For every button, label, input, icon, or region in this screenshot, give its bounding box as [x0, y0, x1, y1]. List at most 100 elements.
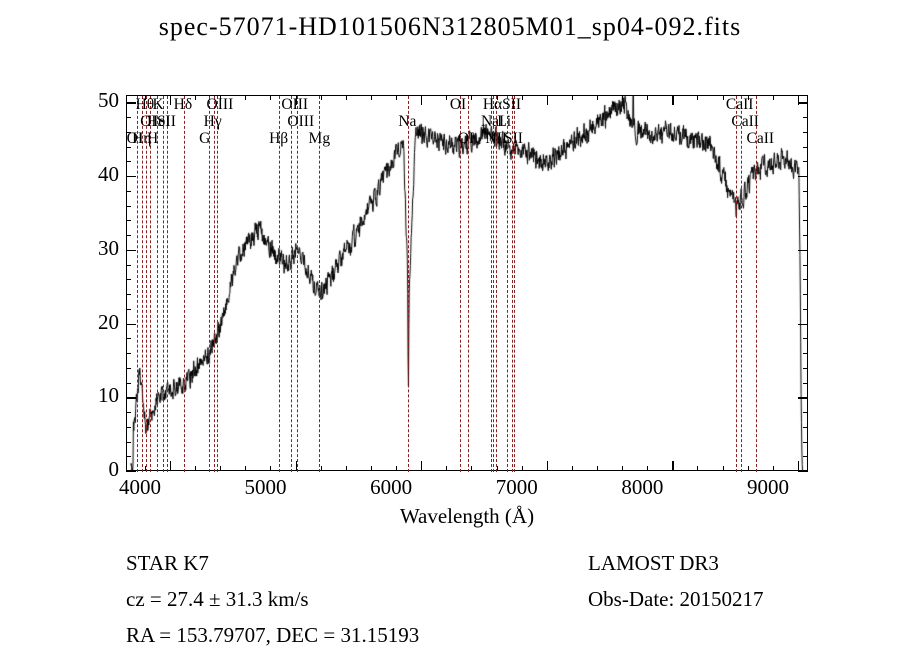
x-tick-label-4000: 4000	[110, 475, 170, 500]
dashed-marker-4101	[184, 96, 185, 472]
y-tick-mark-right	[803, 220, 808, 221]
dashed-marker-6731	[514, 96, 515, 472]
y-tick-mark-right	[803, 117, 808, 118]
x-tick-mark	[547, 461, 548, 471]
dashed-marker-3933	[163, 96, 164, 472]
y-tick-label-50: 50	[75, 88, 119, 113]
y-tick-mark-right	[803, 235, 808, 236]
y-tick-mark-right	[803, 383, 808, 384]
y-tick-mark-right	[798, 324, 808, 325]
y-tick-mark-right	[803, 191, 808, 192]
line-label-sii-3968: SII	[157, 113, 176, 131]
dashed-marker-5007	[297, 96, 298, 472]
x-tick-mark	[748, 466, 749, 471]
x-tick-mark	[647, 466, 648, 471]
survey-name-label: LAMOST DR3	[588, 545, 764, 581]
dashed-marker-6584	[496, 96, 497, 472]
y-tick-mark	[126, 338, 131, 339]
line-label-oi-6300: OI	[450, 96, 466, 114]
y-tick-mark	[126, 353, 131, 354]
x-tick-mark-top	[647, 95, 648, 100]
y-tick-label-10: 10	[75, 383, 119, 408]
x-tick-mark	[321, 466, 322, 471]
y-tick-mark	[126, 235, 131, 236]
star-type-label: STAR K7	[126, 545, 419, 581]
x-tick-mark	[421, 461, 422, 471]
x-tick-mark	[270, 466, 271, 471]
dashed-marker-8662	[756, 96, 757, 472]
y-tick-mark-right	[803, 161, 808, 162]
y-tick-mark-right	[798, 102, 808, 103]
x-tick-mark	[446, 466, 447, 471]
x-axis-label: Wavelength (Å)	[126, 504, 808, 529]
dashed-marker-4959	[291, 96, 292, 472]
y-tick-mark	[126, 368, 131, 369]
y-tick-mark	[126, 220, 131, 221]
spectrum-chart-window: spec-57071-HD101506N312805M01_sp04-092.f…	[0, 0, 900, 649]
radial-velocity-label: cz = 27.4 ± 31.3 km/s	[126, 581, 419, 617]
plot-area[interactable]: HθKHδOIIIOIIIOIHαSIICaIIOIHeISIIHγOIIINa…	[126, 95, 808, 471]
dashed-marker-8542	[741, 96, 742, 472]
y-tick-mark	[126, 161, 131, 162]
x-tick-mark-top	[371, 95, 372, 100]
x-tick-mark	[773, 466, 774, 471]
line-label-oiii-5007: OIII	[287, 113, 314, 131]
line-label-k-3933: K	[153, 96, 164, 114]
star-info-block: STAR K7 cz = 27.4 ± 31.3 km/s RA = 153.7…	[126, 545, 419, 653]
y-tick-mark	[126, 397, 136, 398]
x-tick-mark-top	[672, 95, 673, 105]
y-tick-mark-right	[803, 427, 808, 428]
y-tick-mark	[126, 250, 136, 251]
x-tick-mark-top	[622, 95, 623, 100]
dashed-marker-4304	[209, 96, 210, 472]
x-tick-mark	[798, 461, 799, 471]
x-tick-mark-top	[220, 95, 221, 100]
y-tick-mark	[126, 471, 136, 472]
line-label-h-3889: H	[147, 130, 158, 148]
x-tick-label-7000: 7000	[487, 475, 547, 500]
x-tick-mark	[195, 466, 196, 471]
y-tick-mark-right	[803, 279, 808, 280]
x-tick-mark-top	[396, 95, 397, 100]
dashed-marker-3835	[150, 96, 151, 472]
x-tick-mark-top	[773, 95, 774, 100]
x-tick-mark	[371, 466, 372, 471]
x-tick-mark-top	[572, 95, 573, 100]
line-label-caii-8662: CaII	[746, 130, 774, 148]
line-label-caii-8542: CaII	[731, 113, 759, 131]
x-tick-mark-top	[471, 95, 472, 100]
chart-title: spec-57071-HD101506N312805M01_sp04-092.f…	[0, 12, 900, 42]
y-tick-label-40: 40	[75, 162, 119, 187]
y-tick-mark	[126, 412, 131, 413]
x-tick-label-9000: 9000	[738, 475, 798, 500]
line-label-hδ-4101: Hδ	[174, 96, 193, 114]
x-tick-mark-top	[522, 95, 523, 100]
y-tick-mark-right	[798, 397, 808, 398]
dashed-marker-4340	[214, 96, 215, 472]
x-tick-mark	[697, 466, 698, 471]
line-label-hβ-4861: Hβ	[269, 130, 288, 148]
y-tick-mark	[126, 147, 131, 148]
y-tick-label-30: 30	[75, 236, 119, 261]
y-tick-mark	[126, 176, 136, 177]
x-tick-mark-top	[170, 95, 171, 105]
line-label-li-6678: Li	[497, 113, 511, 131]
dashed-marker-3968	[167, 96, 168, 472]
x-tick-mark-top	[597, 95, 598, 100]
dashed-marker-6548	[491, 96, 492, 472]
x-tick-mark-top	[748, 95, 749, 100]
y-tick-mark	[126, 206, 131, 207]
line-label-hα-6563: Hα	[483, 96, 502, 114]
y-tick-mark-right	[798, 176, 808, 177]
x-tick-mark-top	[446, 95, 447, 100]
dashed-marker-6716	[512, 96, 513, 472]
x-tick-mark-top	[497, 95, 498, 100]
x-tick-mark-top	[270, 95, 271, 100]
y-tick-mark-right	[798, 471, 808, 472]
x-tick-mark	[723, 466, 724, 471]
x-tick-label-6000: 6000	[361, 475, 421, 500]
x-tick-mark	[572, 466, 573, 471]
y-tick-mark-right	[803, 132, 808, 133]
x-tick-mark-top	[697, 95, 698, 100]
x-tick-mark-top	[195, 95, 196, 100]
